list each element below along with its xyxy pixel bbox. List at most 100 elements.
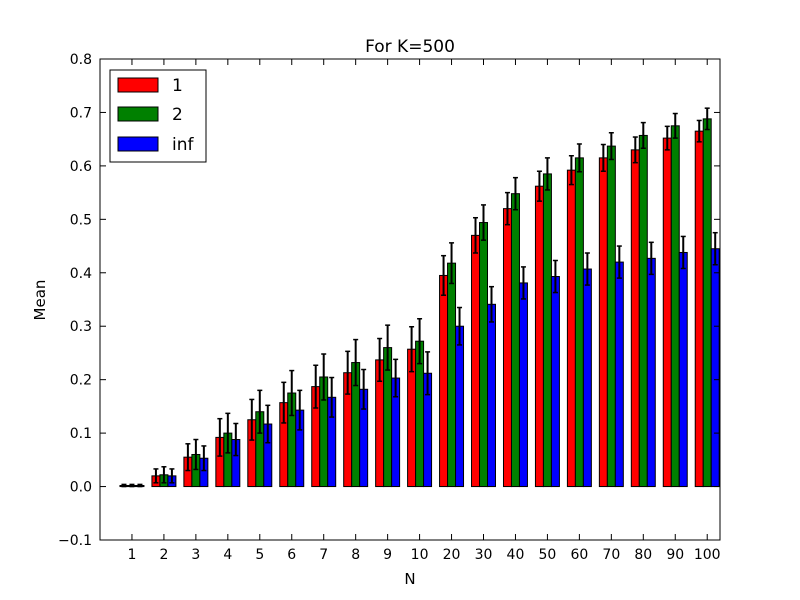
error-bar-2-90 (672, 112, 678, 139)
bar-2-20 (447, 262, 457, 488)
legend-swatch-inf (117, 136, 159, 152)
error-bar-2-70 (608, 132, 614, 161)
bar-2-50 (542, 173, 552, 488)
bar-inf-100 (710, 248, 720, 488)
error-bar-2-6 (289, 369, 295, 417)
error-bar-2-5 (257, 389, 263, 434)
bar-2-30 (479, 222, 489, 488)
bar-2-70 (606, 145, 616, 488)
bar-1-40 (502, 208, 512, 488)
bar-inf-20 (455, 325, 465, 488)
y-tick-label: 0.0 (70, 480, 92, 496)
x-tick-label: 4 (223, 547, 232, 563)
error-bar-2-1 (129, 483, 135, 488)
y-tick-label: 0.4 (70, 266, 92, 282)
x-tick-label: 70 (602, 547, 620, 563)
error-bar-2-100 (704, 107, 710, 131)
y-tick-label: 0.2 (70, 373, 92, 389)
error-bar-2-8 (353, 338, 359, 387)
error-bar-1-2 (153, 468, 159, 484)
error-bar-1-40 (504, 191, 510, 226)
x-tick-label: 9 (383, 547, 392, 563)
error-bar-inf-100 (712, 231, 718, 266)
x-tick-label: 3 (191, 547, 200, 563)
bar-inf-80 (646, 257, 656, 488)
bar-1-80 (630, 149, 640, 488)
error-bars-layer (121, 107, 718, 488)
y-tick-label: 0.3 (70, 319, 92, 335)
error-bar-1-60 (568, 154, 574, 186)
error-bar-inf-1 (137, 483, 143, 488)
legend-label-2: 2 (172, 105, 183, 125)
error-bar-1-1 (121, 483, 127, 488)
error-bar-1-3 (185, 443, 191, 472)
error-bar-inf-90 (680, 235, 686, 270)
error-bar-1-70 (600, 143, 606, 172)
bar-1-70 (598, 157, 608, 488)
error-bar-2-9 (385, 324, 391, 371)
x-tick-label: 7 (319, 547, 328, 563)
error-bar-1-7 (313, 364, 319, 409)
bar-inf-50 (550, 276, 560, 488)
y-tick-label: 0.6 (70, 159, 92, 175)
error-bar-inf-40 (520, 266, 526, 300)
y-tick-label: 0.1 (70, 426, 92, 442)
bar-2-80 (638, 134, 648, 488)
error-bar-1-20 (441, 254, 447, 296)
error-bar-1-30 (473, 216, 479, 254)
bar-1-100 (694, 130, 704, 488)
x-tick-label: 60 (570, 547, 588, 563)
error-bar-inf-8 (361, 368, 367, 410)
error-bar-inf-6 (297, 389, 303, 431)
error-bar-1-4 (217, 417, 223, 457)
y-tick-label: 0.5 (70, 212, 92, 228)
x-tick-label: 80 (634, 547, 652, 563)
error-bar-inf-20 (457, 306, 463, 346)
error-bar-inf-7 (329, 376, 335, 418)
legend-label-1: 1 (172, 76, 183, 96)
error-bar-1-8 (345, 350, 351, 395)
y-tick-label: 0.7 (70, 105, 92, 121)
bar-inf-70 (614, 261, 624, 488)
x-tick-label: 40 (507, 547, 525, 563)
bar-inf-30 (487, 303, 496, 488)
x-tick-label: 5 (255, 547, 264, 563)
bar-inf-40 (518, 282, 528, 488)
error-bar-1-9 (377, 337, 383, 383)
legend: 1 2 inf (109, 69, 207, 163)
chart-title: For K=500 (365, 37, 455, 57)
error-bar-inf-10 (425, 351, 431, 396)
x-tick-label: 100 (694, 547, 721, 563)
bar-1-90 (662, 137, 672, 488)
error-bar-1-6 (281, 381, 287, 424)
x-axis: 1 2 3 4 5 6 7 8 9 10 20 30 40 50 60 70 80 90 100 (127, 59, 721, 563)
legend-swatch-1 (117, 77, 159, 93)
legend-swatch-2 (117, 106, 159, 122)
error-bar-1-50 (536, 170, 542, 202)
error-bar-inf-4 (233, 422, 239, 457)
x-axis-title: N (404, 570, 415, 588)
error-bar-inf-30 (488, 285, 494, 323)
error-bar-inf-80 (648, 241, 654, 276)
y-axis: −0.1 0.0 0.1 0.2 0.3 0.4 0.5 0.6 0.7 0.8 (58, 52, 720, 549)
bar-inf-60 (582, 268, 592, 488)
error-bar-2-10 (417, 317, 423, 365)
error-bar-2-20 (449, 242, 455, 285)
bar-inf-90 (678, 251, 688, 488)
error-bar-inf-2 (169, 468, 175, 484)
error-bar-inf-5 (265, 404, 271, 444)
bar-2-60 (574, 157, 584, 488)
bars-layer (119, 118, 720, 488)
error-bar-2-40 (512, 176, 518, 211)
error-bar-2-30 (481, 204, 487, 241)
x-tick-label: 20 (443, 547, 461, 563)
x-tick-label: 90 (666, 547, 684, 563)
x-tick-label: 1 (127, 547, 136, 563)
error-bar-1-90 (664, 125, 670, 151)
y-tick-label: 0.8 (70, 52, 92, 68)
legend-label-inf: inf (172, 135, 194, 155)
x-tick-label: 30 (475, 547, 493, 563)
error-bar-inf-50 (552, 259, 558, 294)
